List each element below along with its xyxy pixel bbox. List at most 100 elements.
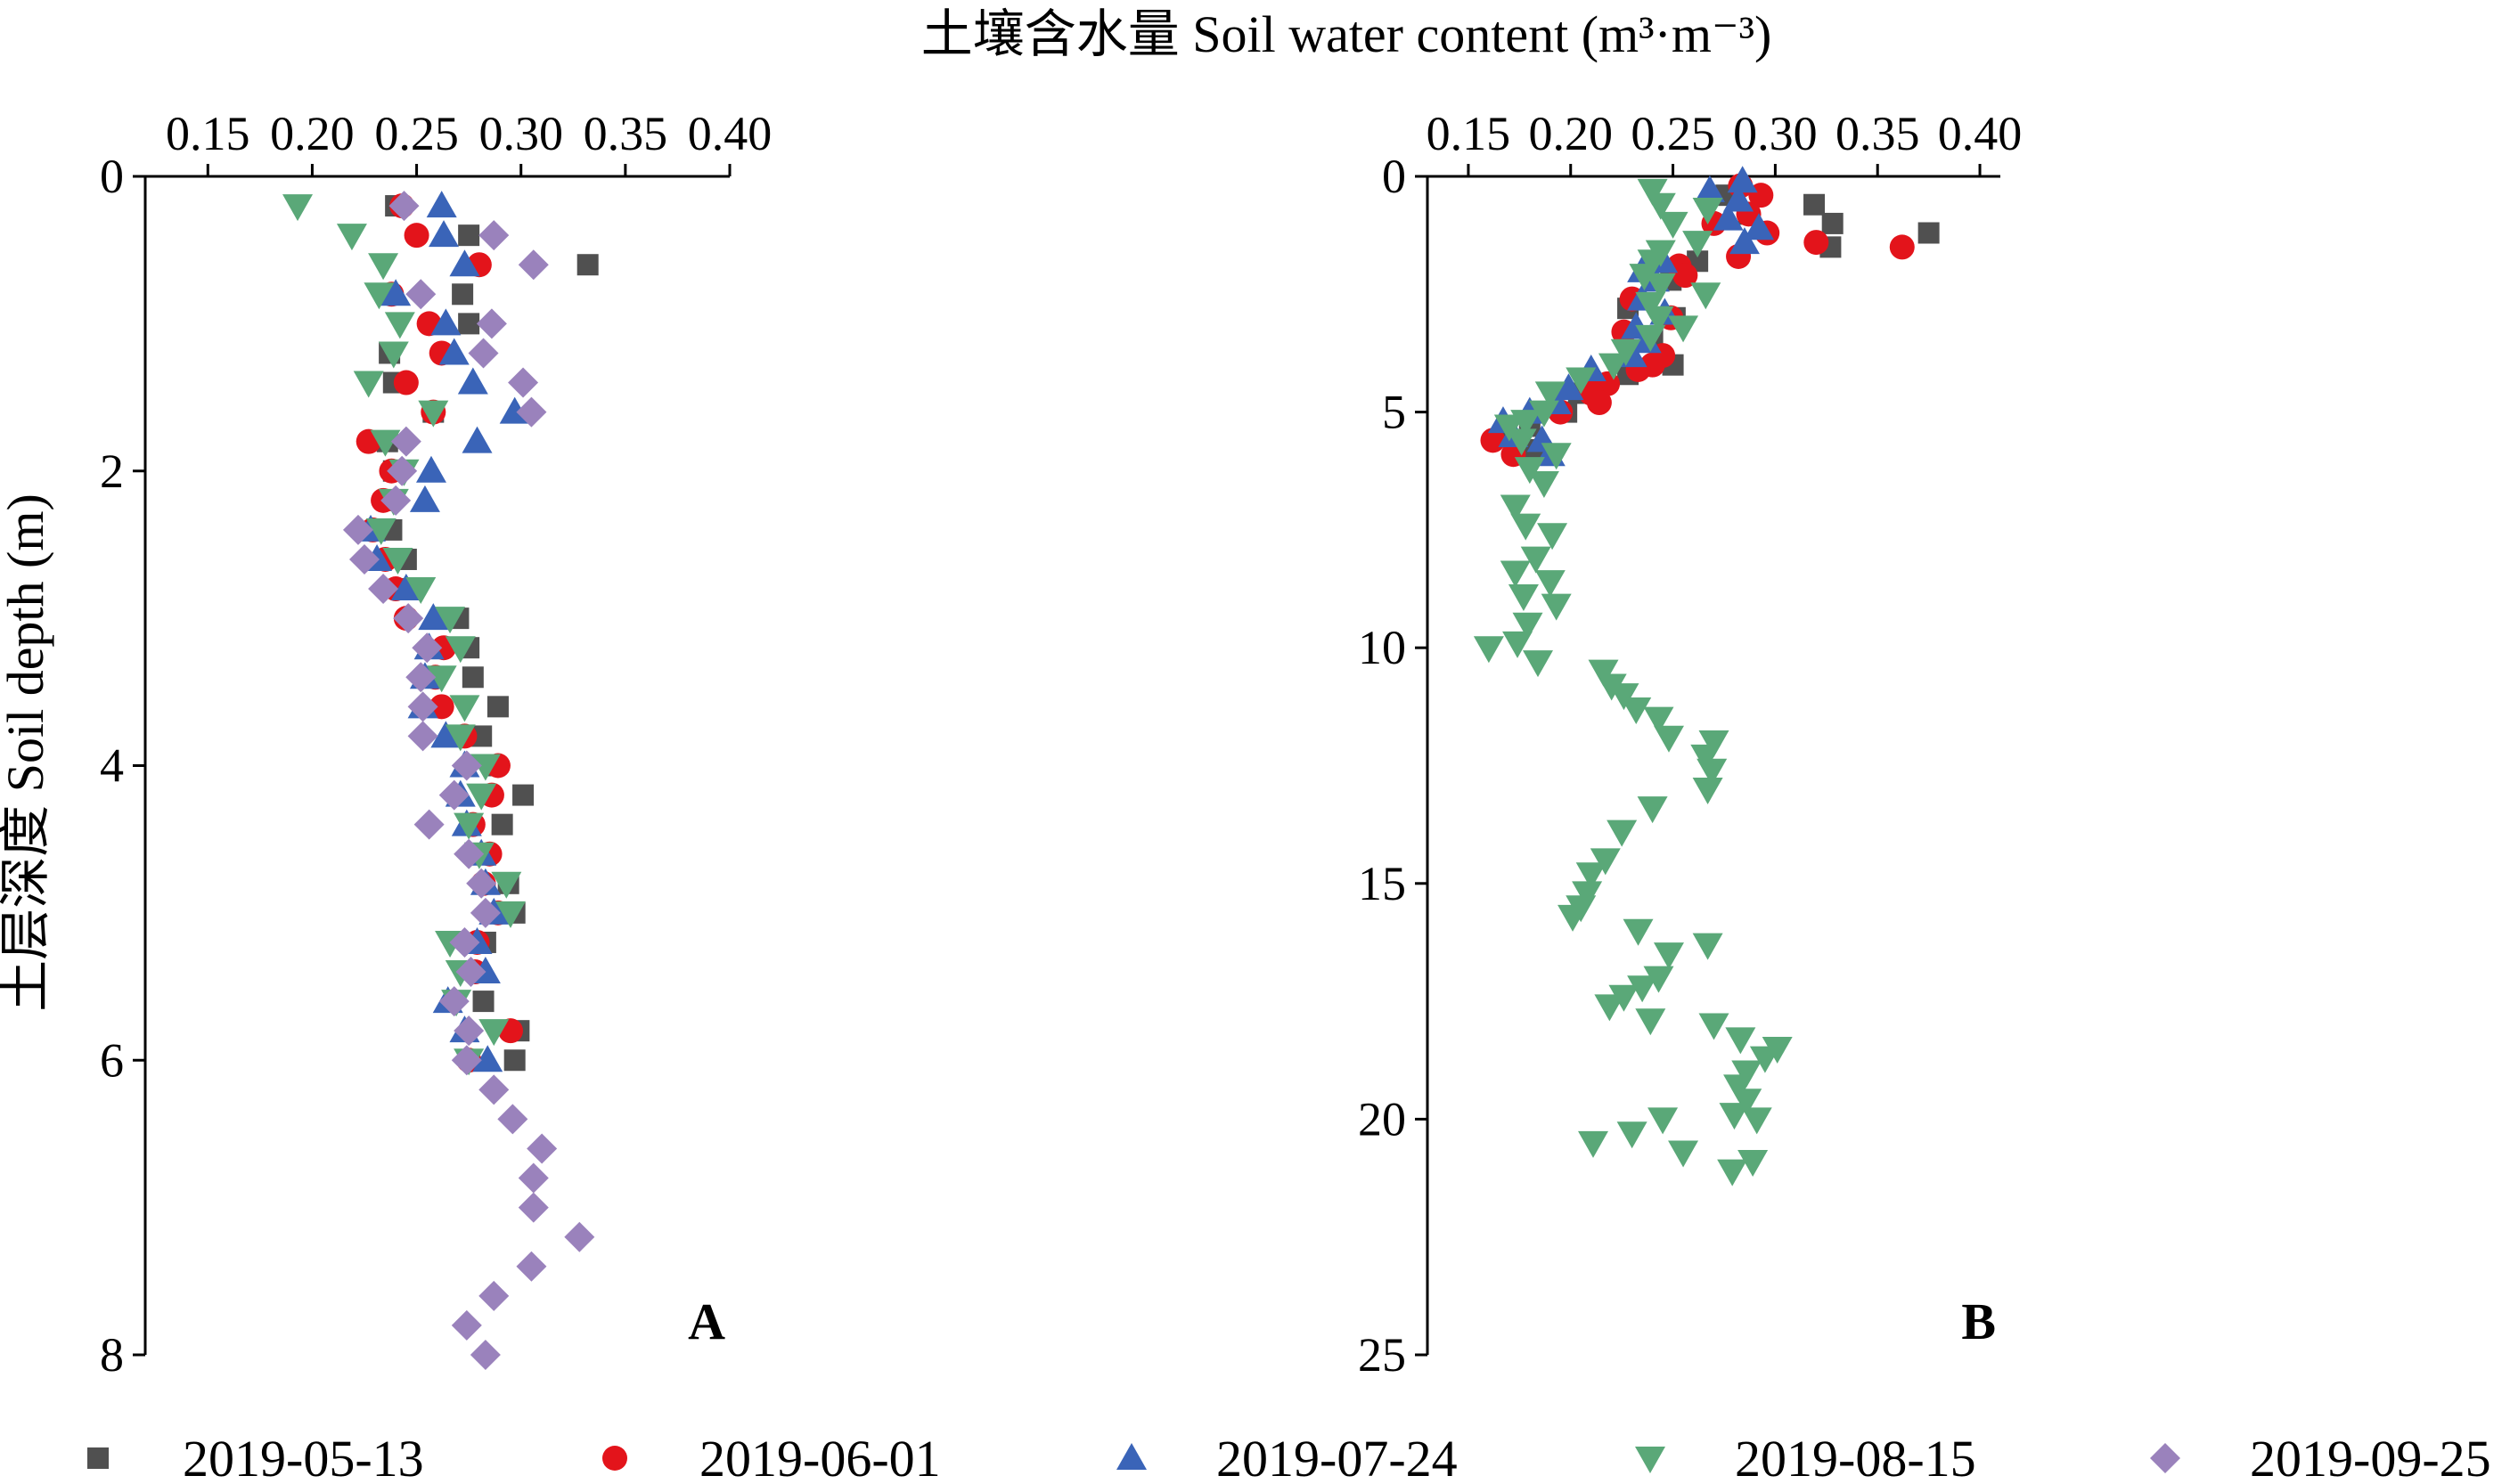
x-tick-label-b: 0.15	[1427, 107, 1511, 160]
x-tick-label-b: 0.20	[1529, 107, 1614, 160]
data-point-b	[1889, 234, 1915, 260]
data-point-a	[380, 279, 412, 306]
data-point-a	[470, 897, 501, 928]
data-point-b	[1608, 984, 1639, 1012]
data-point-b	[1537, 523, 1568, 550]
y-tick-label-b: 10	[1358, 621, 1406, 674]
data-point-b	[1493, 414, 1525, 442]
x-tick-label-b: 0.40	[1938, 107, 2023, 160]
y-tick-label-a: 6	[100, 1033, 124, 1087]
legend-marker	[602, 1446, 627, 1471]
data-point-b	[1643, 706, 1674, 734]
data-point-a	[380, 485, 412, 516]
data-point-a	[454, 812, 485, 840]
data-point-a	[409, 485, 440, 512]
data-point-a	[388, 191, 420, 222]
data-point-a	[512, 784, 535, 806]
data-point-a	[426, 191, 457, 218]
legend-marker	[2150, 1443, 2180, 1473]
data-point-b	[1506, 428, 1537, 456]
data-point-a	[404, 223, 429, 249]
data-point-b	[1657, 211, 1688, 239]
data-point-a	[368, 574, 399, 605]
y-tick-label-b: 15	[1358, 857, 1406, 910]
data-point-a	[349, 543, 380, 575]
legend-label: 2019-06-01	[699, 1430, 941, 1484]
data-point-b	[1566, 367, 1597, 395]
legend-marker	[1635, 1447, 1665, 1473]
data-point-a	[445, 724, 476, 752]
data-point-b	[1729, 227, 1760, 255]
data-point-a	[438, 779, 470, 811]
data-point-a	[516, 396, 547, 428]
panel-label-a: A	[688, 1292, 725, 1350]
data-point-b	[1719, 1103, 1750, 1130]
data-point-b	[1645, 273, 1676, 300]
data-point-b	[1502, 631, 1533, 658]
data-point-a	[405, 577, 437, 605]
y-tick-label-a: 0	[100, 150, 124, 203]
data-point-a	[472, 991, 495, 1013]
legend-marker	[1116, 1443, 1147, 1470]
data-point-a	[462, 666, 484, 689]
data-point-a	[452, 283, 474, 306]
data-point-b	[1635, 291, 1666, 319]
legend-label: 2019-07-24	[1216, 1430, 1458, 1484]
data-point-a	[449, 926, 480, 958]
data-point-a	[518, 1192, 549, 1223]
data-point-a	[390, 574, 421, 601]
data-point-a	[449, 249, 480, 277]
panel-label-b: B	[1961, 1292, 1996, 1350]
data-point-b	[1590, 848, 1621, 876]
data-point-b	[1578, 1130, 1609, 1158]
data-point-a	[478, 220, 510, 251]
data-point-b	[1528, 400, 1559, 428]
data-point-a	[486, 696, 509, 718]
data-point-b	[1575, 862, 1607, 890]
legend-label: 2019-09-25	[2250, 1430, 2491, 1484]
data-point-b	[1692, 198, 1723, 225]
data-point-a	[458, 313, 480, 335]
data-point-a	[430, 721, 462, 748]
data-point-a	[405, 662, 437, 693]
data-point-a	[429, 694, 454, 720]
data-point-b	[1821, 212, 1844, 234]
x-axis-title: 土壤含水量 Soil water content (m³·m⁻³)	[921, 5, 1772, 63]
data-point-b	[1500, 494, 1531, 522]
data-point-b	[1731, 1060, 1762, 1088]
data-point-a	[370, 429, 401, 457]
y-tick-label-b: 20	[1358, 1092, 1406, 1146]
data-point-a	[491, 813, 513, 836]
data-point-b	[1643, 966, 1674, 993]
data-point-b	[1637, 249, 1668, 277]
data-point-a	[342, 514, 373, 545]
data-point-a	[430, 308, 462, 336]
data-point-b	[1541, 593, 1572, 621]
data-point-b	[1637, 796, 1668, 824]
data-point-a	[478, 1280, 510, 1311]
data-point-a	[454, 1015, 485, 1047]
data-point-a	[412, 632, 443, 664]
x-tick-label-a: 0.35	[584, 107, 668, 160]
data-point-b	[1668, 315, 1699, 343]
data-point-a	[449, 695, 480, 722]
data-point-a	[518, 1162, 549, 1194]
data-point-a	[435, 607, 466, 634]
x-tick-label-b: 0.25	[1631, 107, 1715, 160]
data-point-b	[1643, 306, 1674, 333]
data-point-b	[1692, 777, 1723, 804]
data-point-b	[1917, 222, 1940, 244]
x-tick-label-a: 0.15	[166, 107, 250, 160]
data-point-b	[1723, 1074, 1754, 1102]
data-point-a	[378, 341, 409, 369]
data-point-a	[564, 1221, 595, 1252]
data-point-b	[1508, 583, 1539, 611]
data-point-b	[1588, 659, 1619, 687]
data-point-a	[384, 312, 415, 339]
data-point-b	[1647, 1107, 1679, 1135]
data-point-a	[454, 838, 485, 869]
data-point-b	[1645, 192, 1676, 220]
data-point-b	[1598, 353, 1629, 380]
y-tick-label-a: 8	[100, 1328, 124, 1382]
data-point-b	[1514, 457, 1545, 485]
